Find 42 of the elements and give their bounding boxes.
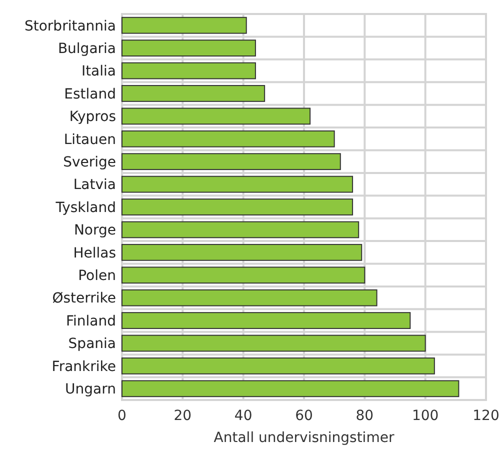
y-tick-label: Ungarn — [65, 382, 116, 398]
x-tick-label: 40 — [234, 408, 252, 424]
y-tick-label: Storbritannia — [24, 18, 116, 34]
bar — [122, 312, 411, 329]
bar — [122, 153, 341, 170]
y-tick-label: Kypros — [69, 109, 116, 126]
bar — [122, 380, 460, 398]
y-tick-label: Latvia — [73, 177, 116, 194]
y-tick-label: Østerrike — [52, 290, 116, 307]
x-tick-label: 120 — [472, 408, 500, 424]
y-tick-label: Estland — [64, 86, 116, 102]
bar — [122, 198, 354, 216]
y-tick-label: Polen — [78, 268, 116, 284]
y-tick-label: Hellas — [73, 245, 116, 262]
y-tick-label: Spania — [68, 336, 116, 352]
bar — [122, 130, 335, 148]
bar — [122, 244, 362, 261]
y-tick-label: Norge — [74, 222, 116, 239]
bar — [122, 176, 354, 193]
bar — [122, 221, 360, 238]
bar — [122, 40, 256, 57]
y-tick-label: Bulgaria — [58, 40, 116, 57]
y-tick-label: Sverige — [63, 154, 116, 170]
bar — [122, 357, 435, 374]
y-tick-label: Italia — [81, 64, 116, 80]
x-tick-label: 80 — [356, 408, 374, 424]
y-tick-label: Tyskland — [54, 200, 116, 216]
bar — [122, 108, 311, 125]
bar — [122, 85, 266, 102]
bar — [122, 289, 378, 306]
x-tick-label: 0 — [118, 408, 126, 424]
x-axis-title: Antall undervisningstimer — [214, 430, 394, 446]
bar — [122, 62, 256, 80]
y-tick-label: Litauen — [64, 132, 116, 148]
bar — [122, 16, 247, 34]
bar — [122, 334, 426, 352]
x-tick-label: 20 — [174, 408, 192, 424]
y-tick-label: Frankrike — [52, 358, 116, 375]
y-tick-label: Finland — [66, 313, 116, 330]
x-tick-label: 100 — [412, 408, 439, 424]
x-tick-label: 60 — [295, 408, 313, 424]
bar — [122, 266, 366, 284]
